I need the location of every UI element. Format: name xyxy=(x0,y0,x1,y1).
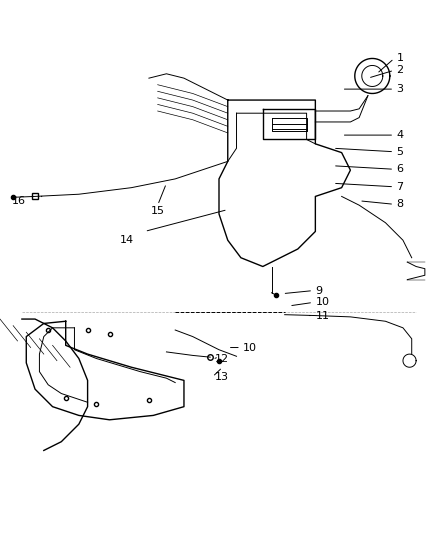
Text: 1: 1 xyxy=(396,53,403,63)
Text: 15: 15 xyxy=(151,206,165,216)
Text: 10: 10 xyxy=(243,343,257,352)
Text: 13: 13 xyxy=(215,372,229,382)
Text: 6: 6 xyxy=(396,164,403,174)
Text: 7: 7 xyxy=(396,182,403,192)
Text: 2: 2 xyxy=(396,65,403,75)
Text: 12: 12 xyxy=(215,354,229,365)
Text: 9: 9 xyxy=(315,286,322,296)
Text: 11: 11 xyxy=(315,311,329,320)
Text: 5: 5 xyxy=(396,147,403,157)
Text: 8: 8 xyxy=(396,199,403,209)
Text: 4: 4 xyxy=(396,130,403,140)
Text: 16: 16 xyxy=(12,196,26,206)
Text: 14: 14 xyxy=(120,235,134,245)
Text: 3: 3 xyxy=(396,84,403,94)
Text: 10: 10 xyxy=(315,297,329,308)
